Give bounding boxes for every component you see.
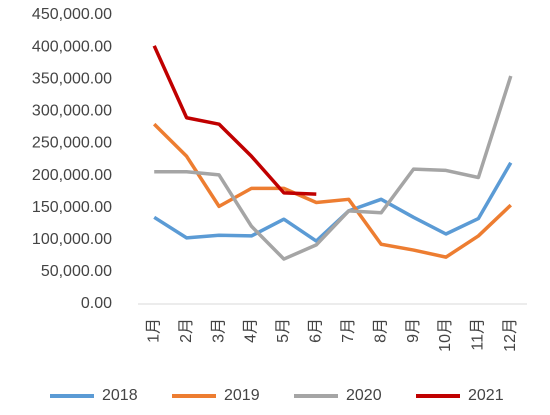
y-tick-label: 350,000.00 [32, 70, 112, 87]
legend-label: 2021 [468, 387, 504, 404]
legend-label: 2019 [224, 387, 260, 404]
x-tick-label: 3月 [210, 318, 227, 343]
y-tick-label: 450,000.00 [32, 6, 112, 23]
x-tick-label: 4月 [243, 318, 260, 343]
x-tick-label: 11月 [470, 318, 487, 351]
x-tick-label: 10月 [437, 318, 454, 352]
series-line [152, 122, 512, 259]
legend-label: 2020 [346, 387, 382, 404]
x-tick-label: 1月 [145, 318, 162, 343]
x-tick-label: 8月 [372, 318, 389, 343]
y-tick-label: 300,000.00 [32, 103, 112, 120]
y-tick-label: 100,000.00 [32, 231, 112, 248]
x-tick-label: 2月 [178, 318, 195, 343]
series-line [154, 75, 513, 261]
y-tick-label: 400,000.00 [32, 38, 112, 55]
x-tick-label: 7月 [340, 318, 357, 343]
x-tick-label: 5月 [275, 318, 292, 343]
legend-label: 2018 [102, 387, 138, 404]
x-tick-label: 9月 [405, 318, 422, 343]
series-line [152, 45, 317, 196]
x-tick-label: 6月 [308, 318, 325, 343]
y-tick-label: 50,000.00 [41, 263, 112, 280]
y-tick-label: 200,000.00 [32, 167, 112, 184]
y-tick-label: 0.00 [81, 295, 112, 312]
y-tick-label: 150,000.00 [32, 199, 112, 216]
y-tick-label: 250,000.00 [32, 135, 112, 152]
x-tick-label: 12月 [502, 318, 519, 352]
